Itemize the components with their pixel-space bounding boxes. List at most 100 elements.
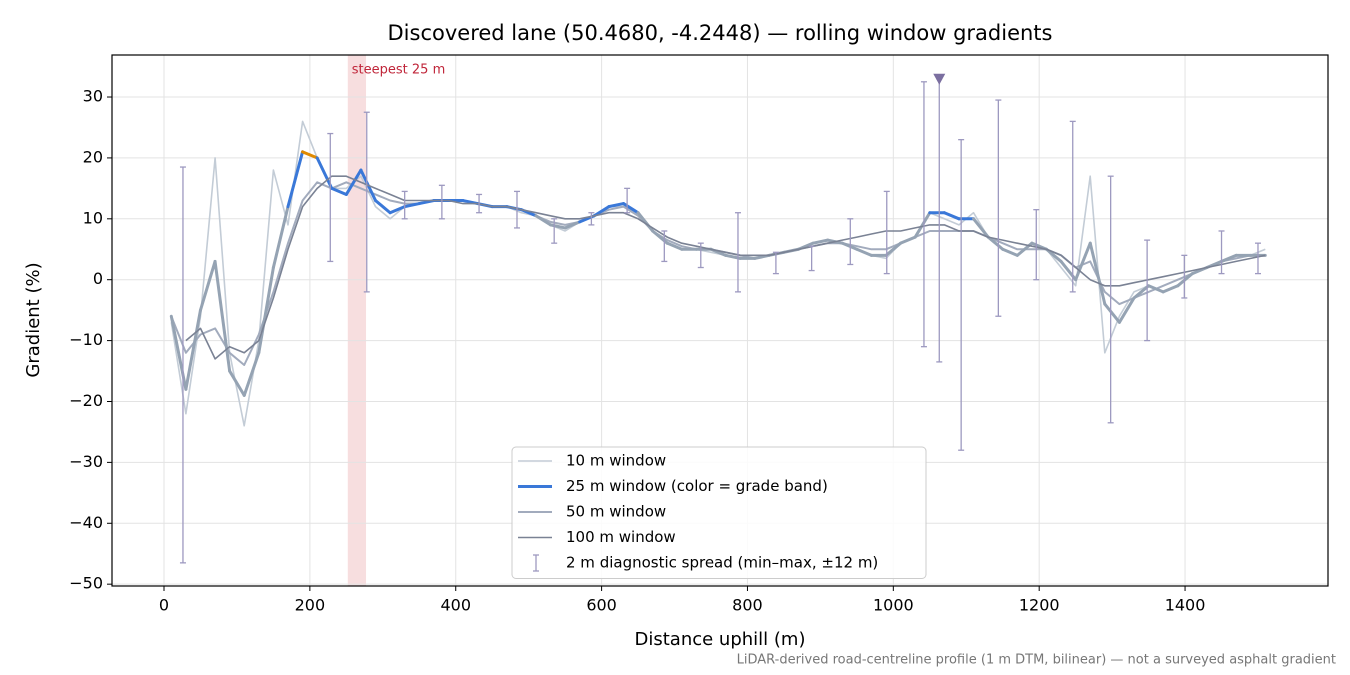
line-segment [330,186,348,196]
chart-title: Discovered lane (50.4680, -4.2448) — rol… [388,21,1053,45]
line-segment [1103,302,1121,324]
line-segment [884,241,903,257]
error-bar [920,81,927,348]
y-tick-label: 30 [83,87,103,106]
line-segment [1044,247,1063,263]
series-line [185,175,1266,360]
line-segment [972,217,990,239]
error-bar [936,78,943,363]
line-segment [184,308,202,391]
x-tick-label: 1000 [873,596,914,615]
series-line [170,181,1266,366]
y-tick-label: −50 [69,574,103,593]
y-tick-label: −40 [69,513,103,532]
x-tick-label: 0 [159,596,169,615]
line-segment [592,205,611,218]
line-segment [1176,272,1194,288]
x-tick-label: 600 [586,596,617,615]
x-tick-label: 800 [732,596,763,615]
line-segment [811,238,830,245]
line-segment [315,156,334,190]
line-segment [257,266,275,355]
footnote: LiDAR-derived road-centreline profile (1… [737,653,1336,668]
error-bar [808,245,815,272]
line-segment [840,241,859,251]
error-bar [1181,254,1188,299]
line-segment [1132,284,1151,300]
legend: 10 m window 25 m window (color = grade ba… [511,446,927,579]
line-segment [301,150,319,160]
line-segment [1161,284,1180,294]
error-bar [551,218,558,244]
x-tick-label: 400 [440,596,471,615]
x-tick-label: 200 [295,596,326,615]
line-segment [1088,241,1107,306]
error-bar [624,187,631,214]
error-bar [363,111,370,293]
error-bar [476,193,483,214]
error-bar [772,251,779,275]
y-tick-label: 0 [93,269,103,288]
error-bar [1218,230,1225,275]
error-bar [588,212,595,226]
error-bar [995,99,1002,317]
legend-label: 25 m window (color = grade band) [566,477,828,495]
line-segment [563,220,582,230]
series-line [170,120,1266,427]
line-segment [899,235,917,245]
error-bar [1254,242,1261,275]
y-tick-label: −10 [69,330,103,349]
error-bar [179,166,186,564]
line-segment [403,202,421,209]
line-segment [913,211,932,239]
legend-label: 2 m diagnostic spread (min–max, ±12 m) [566,554,878,572]
legend-label: 100 m window [566,528,676,546]
error-bar [958,138,965,451]
line-segment [855,247,873,257]
line-segment [621,202,640,215]
legend-label: 50 m window [566,503,666,521]
error-bar [327,132,334,263]
error-bar [697,242,704,269]
line-segment [1147,284,1165,294]
line-segment [1220,253,1238,263]
line-segment [242,351,261,397]
error-bar [1069,120,1076,293]
line-segment [271,205,290,270]
error-bar [883,190,890,275]
line-segment [607,202,625,209]
plot-frame [111,54,1329,587]
x-tick-label: 1200 [1019,596,1060,615]
line-segment [1074,241,1092,282]
error-bar [513,190,520,229]
line-segment [942,211,961,221]
error-bar [734,212,741,293]
line-segment [228,369,246,397]
line-segment [534,214,553,227]
error-bar [1033,209,1040,281]
line-segment [169,314,188,391]
y-tick-label: 20 [83,147,103,166]
error-bar [847,218,854,266]
legend-box [511,446,927,579]
y-axis-label: Gradient (%) [23,262,44,377]
error-bar [401,190,408,220]
y-tick-label: −20 [69,391,103,410]
line-segment [1001,247,1019,257]
error-bar [1107,175,1114,424]
y-tick-label: −30 [69,452,103,471]
line-segment [1117,296,1136,324]
highlight-band [347,55,367,586]
line-segment [665,241,684,251]
line-segment [636,211,655,233]
line-segment [213,259,232,373]
line-segment [286,150,305,209]
line-segment [344,168,363,196]
error-bar [1144,239,1151,342]
error-bar [661,230,668,263]
line-segment [549,223,567,230]
highlight-label: steepest 25 m [352,63,445,78]
line-segment [374,199,392,215]
legend-label: 10 m window [566,452,666,470]
